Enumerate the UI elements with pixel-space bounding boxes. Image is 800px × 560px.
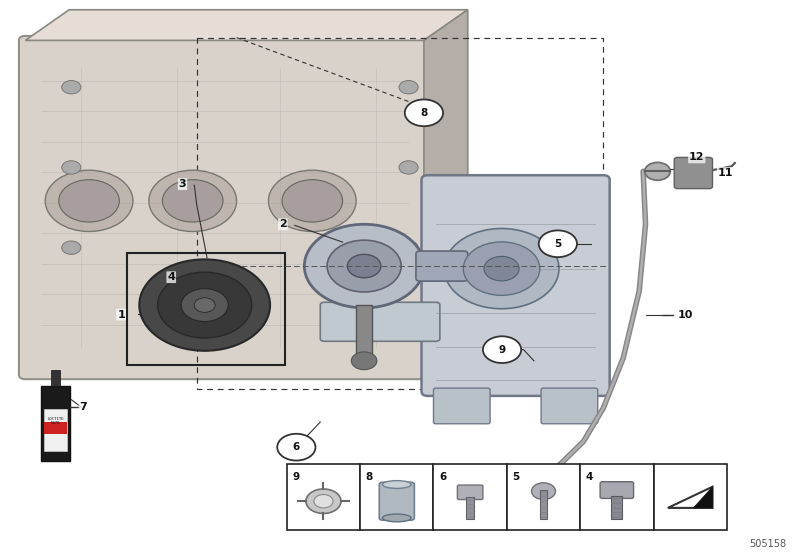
- Text: 9: 9: [498, 344, 506, 354]
- Text: 505158: 505158: [750, 539, 786, 549]
- Circle shape: [282, 180, 342, 222]
- Circle shape: [314, 494, 333, 508]
- Text: 8: 8: [420, 108, 427, 118]
- Ellipse shape: [382, 514, 411, 522]
- FancyBboxPatch shape: [600, 482, 634, 498]
- Circle shape: [531, 483, 555, 500]
- Bar: [360, 464, 434, 530]
- FancyBboxPatch shape: [541, 388, 598, 424]
- Text: 9: 9: [292, 472, 299, 482]
- FancyBboxPatch shape: [422, 175, 610, 396]
- Circle shape: [158, 272, 252, 338]
- Circle shape: [194, 298, 215, 312]
- Polygon shape: [26, 10, 468, 40]
- Circle shape: [347, 254, 381, 278]
- Bar: [466, 497, 474, 519]
- Text: 8: 8: [366, 472, 373, 482]
- Circle shape: [351, 352, 377, 370]
- Bar: [45, 422, 66, 435]
- Text: 6: 6: [439, 472, 446, 482]
- Bar: [539, 490, 547, 519]
- FancyBboxPatch shape: [674, 157, 713, 189]
- Circle shape: [304, 224, 424, 308]
- Circle shape: [405, 100, 443, 126]
- Bar: [42, 386, 70, 461]
- Circle shape: [538, 230, 577, 257]
- Circle shape: [62, 241, 81, 254]
- Circle shape: [399, 81, 418, 94]
- Text: 11: 11: [718, 168, 734, 178]
- Circle shape: [162, 180, 223, 222]
- Bar: [580, 464, 654, 530]
- FancyBboxPatch shape: [434, 388, 490, 424]
- Text: 3: 3: [178, 179, 186, 189]
- Text: 10: 10: [678, 310, 693, 320]
- Circle shape: [149, 170, 237, 231]
- Circle shape: [463, 242, 540, 295]
- Bar: [507, 464, 580, 530]
- Text: 4: 4: [167, 272, 175, 282]
- Bar: [434, 464, 507, 530]
- Circle shape: [399, 161, 418, 174]
- Circle shape: [181, 288, 228, 321]
- Circle shape: [278, 434, 315, 460]
- Polygon shape: [668, 487, 713, 508]
- FancyBboxPatch shape: [416, 251, 468, 281]
- Circle shape: [306, 489, 341, 514]
- Text: 12: 12: [689, 152, 705, 162]
- Polygon shape: [424, 10, 468, 375]
- Text: 6: 6: [293, 442, 300, 452]
- Circle shape: [483, 336, 521, 363]
- Bar: [45, 409, 66, 451]
- FancyBboxPatch shape: [458, 485, 483, 500]
- Text: LOCTITE
5970: LOCTITE 5970: [47, 417, 64, 425]
- Bar: [611, 496, 622, 519]
- Circle shape: [269, 170, 356, 231]
- Polygon shape: [694, 487, 713, 508]
- Bar: [127, 253, 285, 365]
- Bar: [51, 370, 60, 386]
- Circle shape: [139, 259, 270, 351]
- Circle shape: [58, 180, 119, 222]
- Ellipse shape: [382, 480, 411, 488]
- Text: 4: 4: [586, 472, 593, 482]
- FancyBboxPatch shape: [379, 482, 414, 520]
- Circle shape: [484, 256, 519, 281]
- Text: 5: 5: [513, 472, 520, 482]
- Circle shape: [399, 241, 418, 254]
- Circle shape: [327, 240, 401, 292]
- Text: 1: 1: [118, 310, 125, 320]
- Bar: [654, 464, 727, 530]
- Bar: [356, 305, 372, 358]
- Text: 2: 2: [279, 220, 286, 229]
- Circle shape: [444, 228, 559, 309]
- FancyBboxPatch shape: [320, 302, 440, 341]
- Text: 7: 7: [79, 402, 87, 412]
- FancyBboxPatch shape: [19, 36, 430, 379]
- Circle shape: [62, 161, 81, 174]
- Bar: [286, 464, 360, 530]
- Circle shape: [46, 170, 133, 231]
- Text: 5: 5: [554, 239, 562, 249]
- Circle shape: [62, 81, 81, 94]
- Circle shape: [645, 162, 670, 180]
